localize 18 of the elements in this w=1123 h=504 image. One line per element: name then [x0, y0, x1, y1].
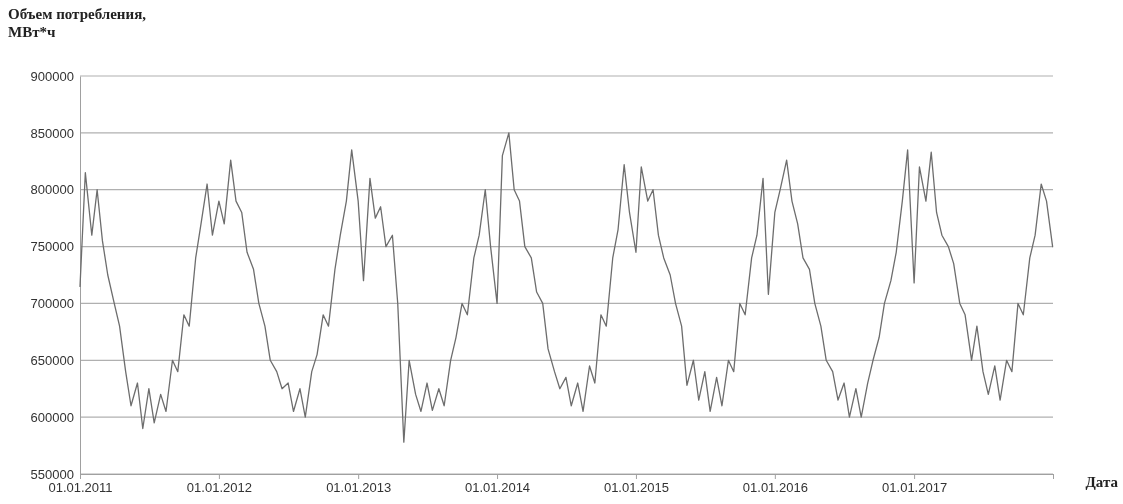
x-tick-label: 01.01.2014: [465, 480, 531, 496]
y-tick-label: 650000: [30, 352, 74, 368]
y-tick-label: 900000: [30, 68, 74, 84]
y-tick-label: 750000: [30, 239, 74, 255]
y-tick-label: 800000: [30, 182, 74, 198]
y-tick-label: 550000: [30, 466, 74, 482]
x-tick-label: 01.01.2015: [603, 480, 669, 496]
y-tick-label: 850000: [30, 125, 74, 141]
y-tick-label: 700000: [30, 296, 74, 312]
x-tick-label: 01.01.2011: [48, 480, 113, 496]
x-tick-label: 01.01.2017: [882, 480, 948, 496]
line-series: [79, 132, 1054, 443]
y-tick-label: 600000: [30, 409, 74, 425]
x-tick-label: 01.01.2012: [186, 480, 252, 496]
x-tick-label: 01.01.2016: [742, 480, 808, 496]
x-tick-label: 01.01.2013: [326, 480, 392, 496]
x-axis-title: Дата: [1085, 474, 1119, 490]
y-axis-title: Объем потребления, МВт*ч: [8, 6, 147, 40]
